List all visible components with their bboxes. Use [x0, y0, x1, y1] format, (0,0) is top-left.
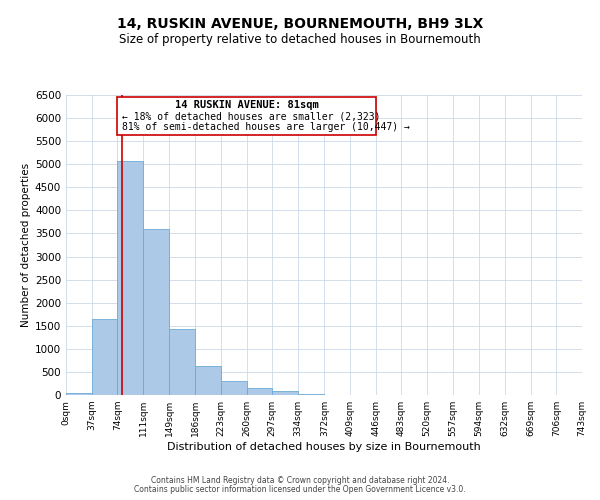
FancyBboxPatch shape	[118, 97, 376, 134]
Text: 14, RUSKIN AVENUE, BOURNEMOUTH, BH9 3LX: 14, RUSKIN AVENUE, BOURNEMOUTH, BH9 3LX	[117, 18, 483, 32]
Bar	[66, 392, 92, 395]
Bar	[92, 319, 118, 395]
X-axis label: Distribution of detached houses by size in Bournemouth: Distribution of detached houses by size …	[167, 442, 481, 452]
Bar	[272, 392, 298, 395]
Bar	[195, 366, 221, 395]
Text: Contains HM Land Registry data © Crown copyright and database right 2024.: Contains HM Land Registry data © Crown c…	[151, 476, 449, 485]
Bar	[221, 380, 247, 395]
Y-axis label: Number of detached properties: Number of detached properties	[21, 163, 31, 327]
Bar	[298, 394, 325, 395]
Text: 14 RUSKIN AVENUE: 81sqm: 14 RUSKIN AVENUE: 81sqm	[175, 100, 319, 110]
Text: Contains public sector information licensed under the Open Government Licence v3: Contains public sector information licen…	[134, 485, 466, 494]
Text: ← 18% of detached houses are smaller (2,323): ← 18% of detached houses are smaller (2,…	[122, 111, 380, 121]
Bar	[247, 388, 272, 395]
Bar	[169, 330, 195, 395]
Bar	[118, 160, 143, 395]
Text: 81% of semi-detached houses are larger (10,447) →: 81% of semi-detached houses are larger (…	[122, 122, 409, 132]
Text: Size of property relative to detached houses in Bournemouth: Size of property relative to detached ho…	[119, 32, 481, 46]
Bar	[143, 229, 169, 395]
